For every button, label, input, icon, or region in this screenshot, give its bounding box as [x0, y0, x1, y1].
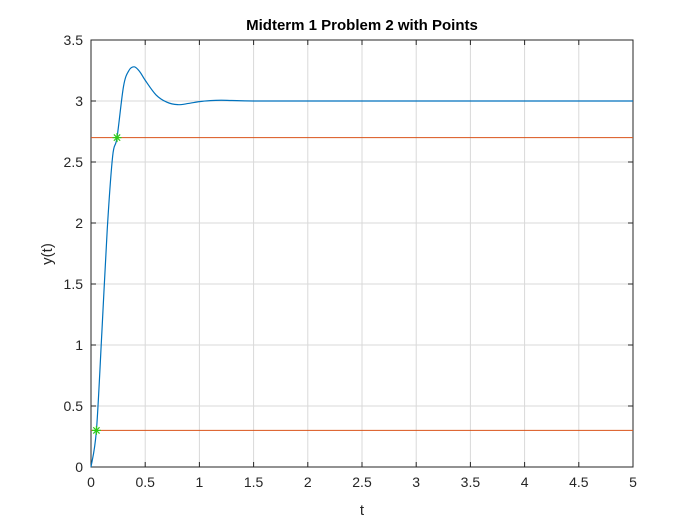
- x-tick-label: 2.5: [352, 474, 372, 490]
- x-tick-label: 1: [196, 474, 204, 490]
- y-tick-label: 1.5: [64, 276, 84, 292]
- y-tick-label: 2: [75, 215, 83, 231]
- x-tick-label: 3: [412, 474, 420, 490]
- x-tick-label: 4: [521, 474, 529, 490]
- response-curve: [90, 66, 633, 468]
- data-point-marker: [91, 425, 101, 435]
- x-tick-label: 2: [304, 474, 312, 490]
- x-tick-label: 0.5: [135, 474, 155, 490]
- y-tick-label: 2.5: [64, 154, 84, 170]
- y-tick-label: 3.5: [64, 32, 84, 48]
- chart-title: Midterm 1 Problem 2 with Points: [246, 17, 478, 34]
- x-tick-label: 1.5: [244, 474, 264, 490]
- y-tick-label: 3: [75, 93, 83, 109]
- x-axis-label: t: [360, 502, 365, 519]
- x-tick-label: 4.5: [569, 474, 589, 490]
- data-point-marker: [112, 133, 122, 143]
- y-tick-label: 1: [75, 337, 83, 353]
- y-tick-label: 0.5: [64, 398, 84, 414]
- x-tick-label: 5: [629, 474, 637, 490]
- y-axis-label: y(t): [39, 243, 56, 265]
- x-tick-label: 3.5: [461, 474, 481, 490]
- y-tick-label: 0: [75, 459, 83, 475]
- plot-area: 0 0.5 1 1.5 2 2.5 3 3.5 4 4.5 5 0 0.5 1 1.5 2 2.5 3 3.5: [64, 32, 638, 490]
- x-tick-label: 0: [87, 474, 95, 490]
